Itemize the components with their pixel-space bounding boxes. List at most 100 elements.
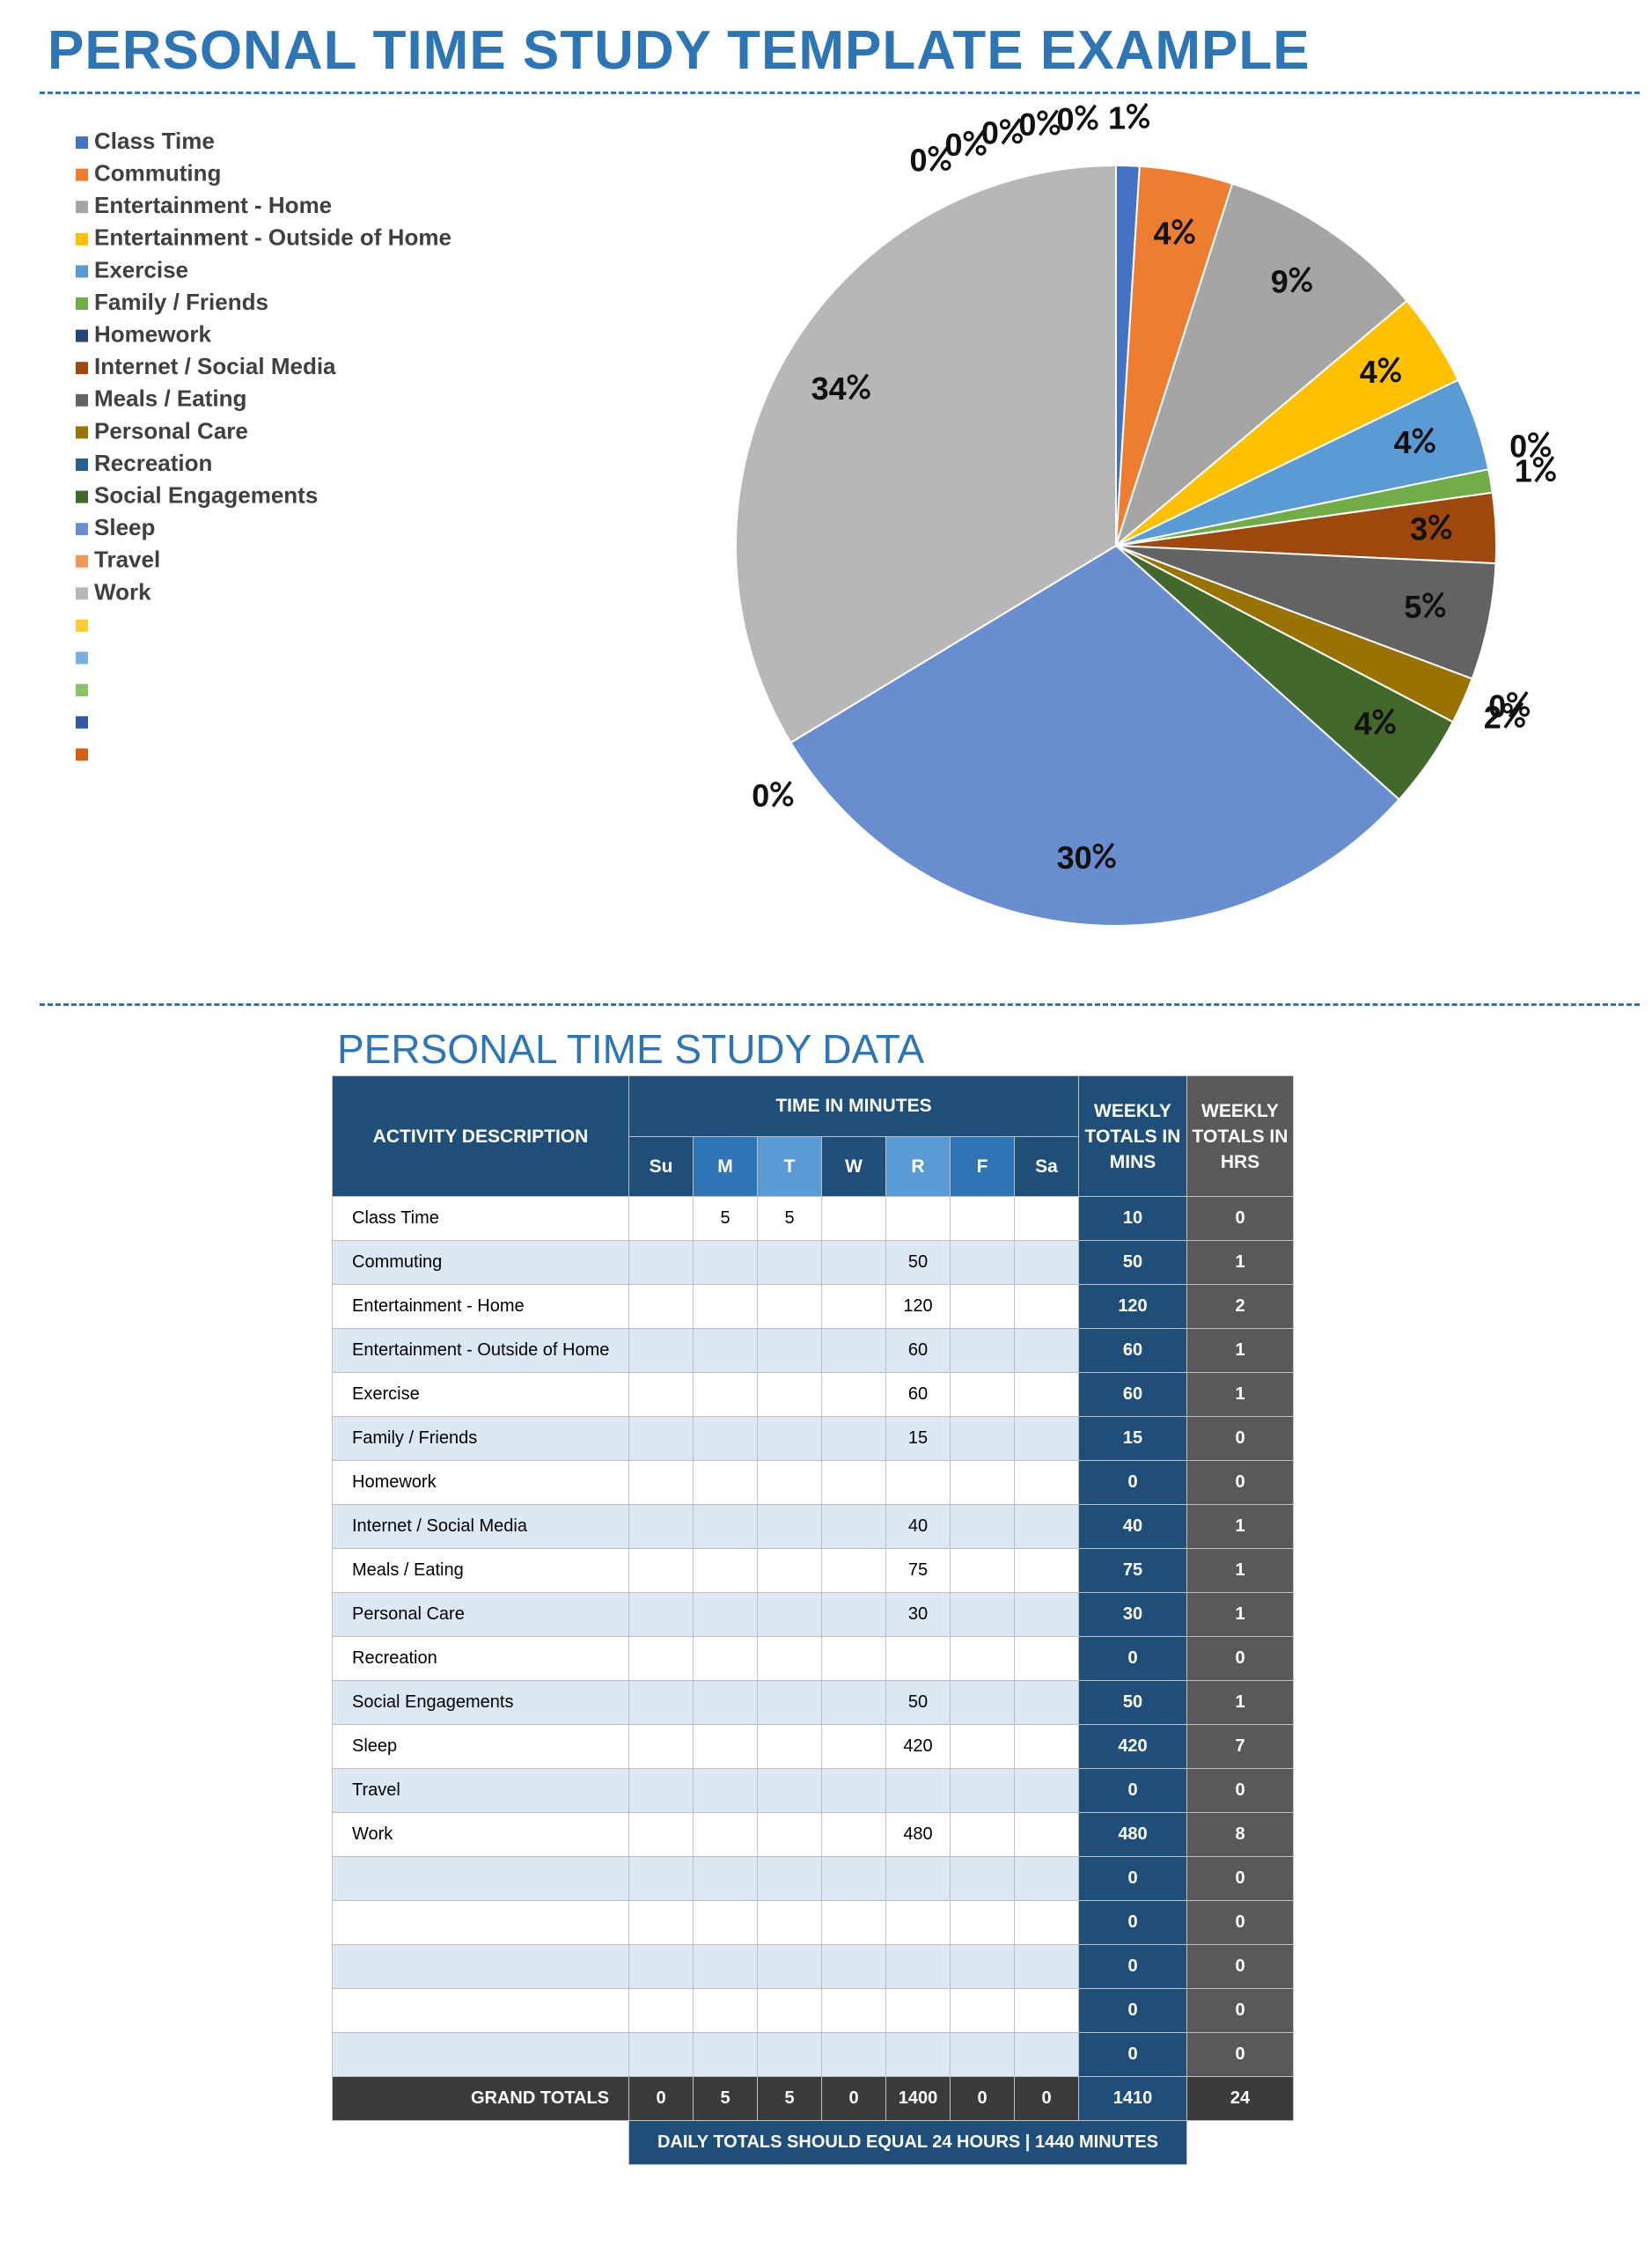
percent-sign bbox=[770, 781, 794, 808]
data-row: Entertainment - Outside of Home 60 60 1 bbox=[332, 1328, 1294, 1373]
table-cell bbox=[757, 1372, 822, 1417]
table-cell: Personal Care bbox=[332, 1592, 629, 1637]
percent-stroke bbox=[1413, 427, 1435, 454]
data-value: 0 bbox=[752, 777, 769, 813]
legend-label: Commuting bbox=[94, 159, 221, 186]
data-label: 1 bbox=[1515, 452, 1532, 488]
data-value: 1 bbox=[1515, 452, 1532, 488]
totals-cell: 24 bbox=[1186, 2076, 1294, 2121]
table-cell bbox=[693, 1548, 758, 1593]
legend-label: Travel bbox=[94, 547, 160, 573]
table-cell bbox=[1014, 1724, 1079, 1769]
data-row: Social Engagements 50 50 1 bbox=[332, 1680, 1294, 1725]
table-cell: 7 bbox=[1186, 1724, 1294, 1769]
percent-sign bbox=[1171, 218, 1195, 246]
data-row: Family / Friends 15 15 0 bbox=[332, 1416, 1294, 1461]
table-cell bbox=[1014, 1416, 1079, 1461]
percent-stroke bbox=[1529, 431, 1550, 459]
table-cell bbox=[1014, 1944, 1079, 1989]
data-row: Internet / Social Media 40 40 1 bbox=[332, 1504, 1294, 1549]
percent-stroke bbox=[1374, 708, 1395, 735]
legend-label: Class Time bbox=[94, 128, 215, 154]
totals-cell: 0 bbox=[821, 2076, 886, 2121]
table-cell bbox=[821, 1460, 886, 1505]
table-cell bbox=[821, 1856, 886, 1901]
percent-dot bbox=[1545, 471, 1556, 482]
percent-sign bbox=[847, 373, 870, 400]
percent-stroke bbox=[1001, 118, 1022, 145]
table-cell bbox=[757, 1900, 822, 1945]
percent-sign bbox=[963, 129, 987, 157]
table-cell bbox=[821, 1328, 886, 1373]
table-cell bbox=[885, 1856, 951, 1901]
table-cell bbox=[950, 1900, 1015, 1945]
data-value: 4 bbox=[1355, 705, 1372, 741]
divider bbox=[40, 92, 1640, 94]
percent-dot bbox=[1049, 124, 1061, 136]
table-cell: Social Engagements bbox=[332, 1680, 629, 1725]
table-cell bbox=[628, 1680, 694, 1725]
totals-cell: 0 bbox=[628, 2076, 694, 2121]
totals-cell: 5 bbox=[693, 2076, 758, 2121]
header-cell: WEEKLY TOTALS IN HRS bbox=[1186, 1075, 1294, 1197]
percent-sign bbox=[1372, 708, 1396, 735]
data-label: 3 bbox=[1410, 510, 1428, 547]
percent-dot bbox=[1171, 219, 1183, 231]
table-cell bbox=[628, 1504, 694, 1549]
table-cell bbox=[821, 1416, 886, 1461]
table-cell: 0 bbox=[1078, 1944, 1187, 1989]
percent-dot bbox=[1301, 281, 1312, 292]
percent-dot bbox=[1384, 723, 1396, 734]
table-cell: 60 bbox=[885, 1328, 951, 1373]
table-cell bbox=[1014, 1900, 1079, 1945]
table-cell bbox=[757, 1240, 822, 1285]
day-header: M bbox=[693, 1135, 758, 1197]
percent-dot bbox=[770, 782, 782, 793]
legend-label: Sleep bbox=[94, 514, 155, 540]
table-cell bbox=[950, 1592, 1015, 1637]
table-cell: 30 bbox=[1078, 1592, 1187, 1637]
table-cell bbox=[757, 1416, 822, 1461]
data-value: 0 bbox=[945, 127, 963, 163]
table-cell bbox=[757, 1988, 822, 2033]
percent-dot bbox=[999, 119, 1010, 130]
table-cell bbox=[628, 1944, 694, 1989]
pie-slice bbox=[789, 544, 1401, 927]
percent-stroke bbox=[1508, 691, 1529, 718]
data-row: Work 480 480 8 bbox=[332, 1812, 1294, 1857]
table-cell: Meals / Eating bbox=[332, 1548, 629, 1593]
percent-dot bbox=[963, 130, 974, 142]
table-cell bbox=[1014, 1856, 1079, 1901]
data-value: 0 bbox=[981, 114, 999, 150]
percent-dot bbox=[1075, 105, 1086, 116]
table-cell bbox=[332, 1988, 629, 2033]
percent-dot bbox=[1501, 702, 1513, 714]
header-row: Su M T W R F Sa bbox=[333, 1135, 1294, 1197]
table-cell: 30 bbox=[885, 1592, 951, 1637]
table-cell bbox=[950, 1944, 1015, 1989]
table-cell: Entertainment - Home bbox=[332, 1284, 629, 1329]
percent-sign bbox=[1289, 266, 1312, 293]
table-cell bbox=[821, 1900, 886, 1945]
data-label: 4 bbox=[1154, 215, 1171, 251]
totals-cell: GRAND TOTALS bbox=[332, 2076, 629, 2121]
table-cell bbox=[821, 1988, 886, 2033]
header-row: ACTIVITY DESCRIPTION TIME IN MINUTES WEEKL… bbox=[332, 1075, 1294, 1197]
percent-sign bbox=[999, 118, 1023, 145]
header-cell: ACTIVITY DESCRIPTION bbox=[332, 1075, 629, 1197]
data-label: 0 bbox=[1509, 428, 1527, 464]
table-cell bbox=[885, 1636, 951, 1681]
table-cell bbox=[693, 1768, 758, 1813]
table-cell: 0 bbox=[1078, 1636, 1187, 1681]
percent-dot bbox=[1372, 708, 1384, 720]
legend-swatch bbox=[76, 620, 88, 632]
legend-label: Work bbox=[94, 578, 151, 605]
totals-cell: 0 bbox=[1014, 2076, 1079, 2121]
table-cell bbox=[821, 1944, 886, 1989]
data-value: 0 bbox=[1488, 687, 1506, 723]
percent-dot bbox=[1127, 103, 1138, 114]
spacer bbox=[1187, 2121, 1294, 2165]
